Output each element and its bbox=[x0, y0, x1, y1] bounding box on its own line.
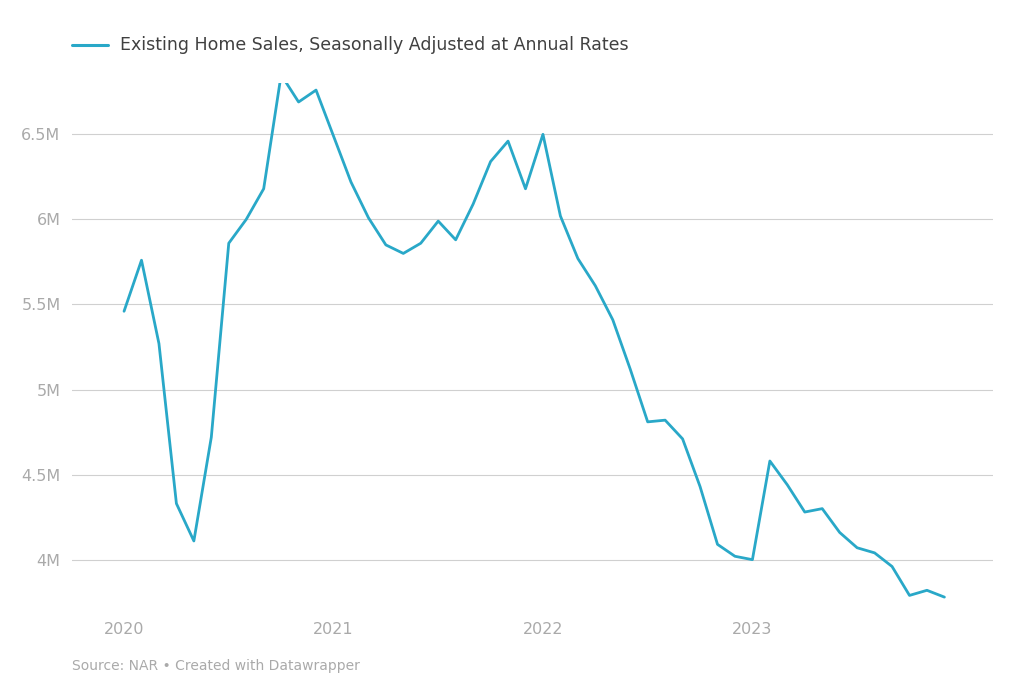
Text: Existing Home Sales, Seasonally Adjusted at Annual Rates: Existing Home Sales, Seasonally Adjusted… bbox=[120, 36, 629, 54]
Text: Source: NAR • Created with Datawrapper: Source: NAR • Created with Datawrapper bbox=[72, 659, 359, 673]
